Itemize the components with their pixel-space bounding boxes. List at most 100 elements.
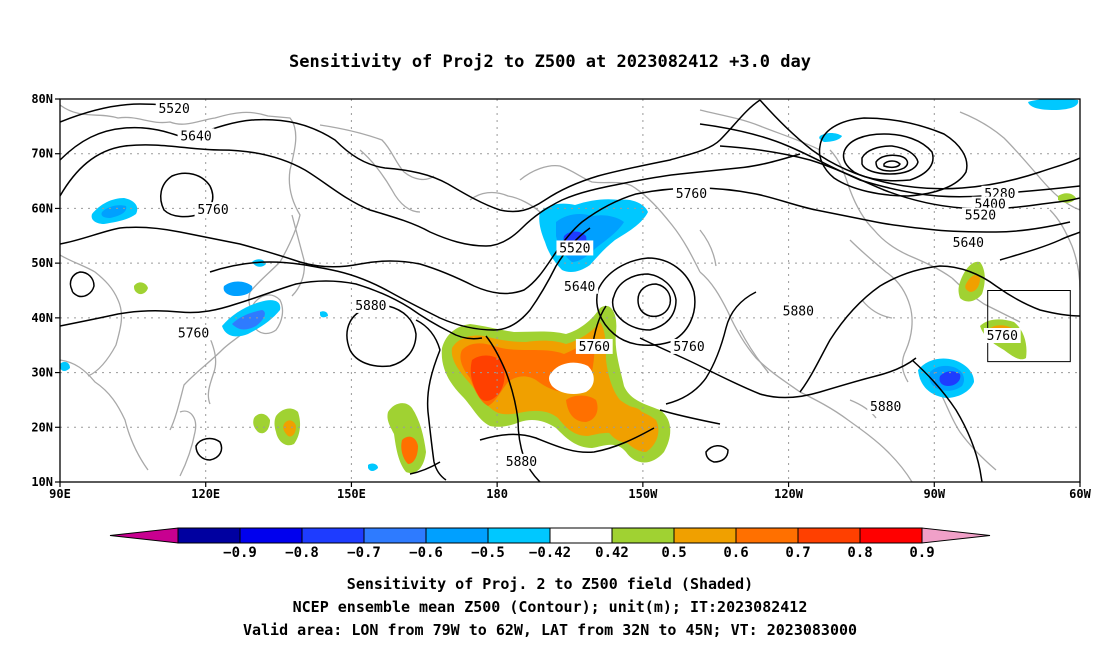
contour-label: 5880: [355, 299, 386, 314]
contour-label: 5520: [158, 102, 189, 117]
map-frame: [59, 98, 1081, 483]
lon-tick-label: 60W: [1069, 487, 1091, 501]
contour-label: 5880: [870, 400, 901, 415]
contour-labels: 5520 5640 5760 5760 5880 5520 5640 5760 5760 5760…: [155, 100, 1021, 470]
positive-region-new-england-core: [965, 275, 980, 292]
negative-region-small-3: [368, 463, 378, 471]
contour-label-background: [556, 240, 594, 256]
contour-label: 5640: [180, 129, 211, 144]
colorbar-label: 0.9: [909, 545, 934, 561]
positive-region-west-pacific-1-core: [401, 436, 418, 464]
contour-label-background: [503, 453, 540, 469]
positive-region-southeast: [566, 395, 598, 422]
contour-label: 5760: [673, 340, 704, 355]
contour-label: 5760: [178, 326, 209, 341]
lon-tick-label: 180: [486, 487, 508, 501]
valid-area-box: [987, 290, 1071, 363]
colorbar-label: −0.6: [409, 545, 443, 561]
colorbar-label: −0.42: [529, 545, 571, 561]
negative-region-small-2: [60, 361, 70, 371]
negative-region-east-coast-us-inner: [939, 371, 961, 386]
negative-region-korea: [223, 281, 253, 296]
longitude-axis: 90E 120E 150E 180 150W 120W 90W 60W: [49, 482, 1092, 501]
contour-label-background: [670, 338, 708, 354]
contour-label-background: [177, 128, 215, 144]
lon-tick-label: 150W: [628, 487, 658, 501]
contour-label: 5520: [965, 209, 996, 224]
colorbar-label: −0.7: [347, 545, 381, 561]
contour-label-background: [962, 207, 999, 223]
contour-label-background: [673, 185, 710, 201]
colorbar-swatch: [177, 527, 241, 544]
caption-line-2: NCEP ensemble mean Z500 (Contour); unit(…: [293, 598, 808, 616]
negative-region-japan-core: [232, 310, 265, 330]
contour-label-background: [175, 325, 212, 341]
lon-tick-label: 120E: [191, 487, 220, 501]
figure-title: Sensitivity of Proj2 to Z500 at 20230824…: [289, 52, 811, 72]
colorbar-under-triangle: [109, 527, 179, 544]
caption-line-3: Valid area: LON from 79W to 62W, LAT fro…: [243, 621, 857, 639]
central-pacific-hole: [549, 362, 594, 394]
colorbar-label: −0.9: [223, 545, 257, 561]
colorbar-swatch: [301, 527, 365, 544]
lat-tick-label: 20N: [31, 420, 53, 434]
colorbar-swatch: [673, 527, 737, 544]
lat-tick-label: 80N: [31, 92, 53, 106]
contour-label: 5520: [559, 241, 590, 256]
colorbar-swatch: [549, 527, 613, 544]
colorbar: −0.9 −0.8 −0.7 −0.6 −0.5 −0.42 0.42 0.5 0.6 0.7 0.…: [109, 527, 991, 561]
contour-label: 5880: [783, 304, 814, 319]
contour-label: 5880: [506, 455, 537, 470]
positive-region-small-asia: [134, 282, 148, 295]
contour-label-background: [867, 399, 905, 415]
colorbar-label: 0.6: [723, 545, 748, 561]
positive-region-east-pacific: [602, 405, 648, 444]
contour-label: 5640: [564, 280, 595, 295]
colorbar-swatch: [859, 527, 923, 544]
contour-label-background: [561, 278, 599, 294]
colorbar-swatch: [425, 527, 489, 544]
contour-label: 5760: [676, 187, 707, 202]
lon-tick-label: 120W: [774, 487, 804, 501]
z500-contours: [60, 99, 1080, 482]
negative-region-arctic-east: [1028, 99, 1079, 110]
map-panel: 5520 5640 5760 5760 5880 5520 5640 5760 5760 5760…: [31, 92, 1091, 501]
latitude-axis: 80N 70N 60N 50N 40N 30N 20N 10N: [31, 92, 60, 489]
contour-label: 5760: [987, 329, 1018, 344]
contour-label: 5640: [953, 236, 984, 251]
lat-tick-label: 70N: [31, 147, 53, 161]
negative-region-siberia-core: [101, 205, 127, 218]
colorbar-over-triangle: [921, 527, 991, 544]
contour-label-background: [352, 297, 390, 313]
positive-region-west-pacific-2-core: [283, 420, 296, 437]
contour-label-background: [575, 338, 613, 354]
lon-tick-label: 150E: [337, 487, 366, 501]
coastlines: [60, 104, 1080, 482]
colorbar-label: −0.5: [471, 545, 505, 561]
contour-label-background: [194, 202, 232, 218]
lat-tick-label: 40N: [31, 311, 53, 325]
contour-label: 5760: [579, 340, 610, 355]
colorbar-label: 0.7: [785, 545, 810, 561]
colorbar-label: 0.8: [847, 545, 872, 561]
colorbar-swatch: [239, 527, 303, 544]
colorbar-label: 0.5: [661, 545, 686, 561]
colorbar-swatch: [487, 527, 551, 544]
contour-label-background: [949, 234, 987, 250]
contour-label: 5760: [197, 203, 228, 218]
positive-region-central-pacific-inner: [470, 355, 505, 401]
positive-region-west-pacific-3: [253, 413, 270, 434]
lat-tick-label: 30N: [31, 366, 53, 380]
colorbar-swatch: [797, 527, 861, 544]
colorbar-label: 0.42: [595, 545, 629, 561]
lat-tick-label: 10N: [31, 475, 53, 489]
negative-region-small-4: [320, 311, 328, 318]
colorbar-label: −0.8: [285, 545, 319, 561]
contour-label-background: [983, 328, 1021, 344]
lon-tick-label: 90W: [923, 487, 945, 501]
colorbar-swatch: [363, 527, 427, 544]
lat-tick-label: 50N: [31, 256, 53, 270]
contour-label-background: [155, 100, 193, 116]
contour-label-background: [779, 303, 817, 319]
